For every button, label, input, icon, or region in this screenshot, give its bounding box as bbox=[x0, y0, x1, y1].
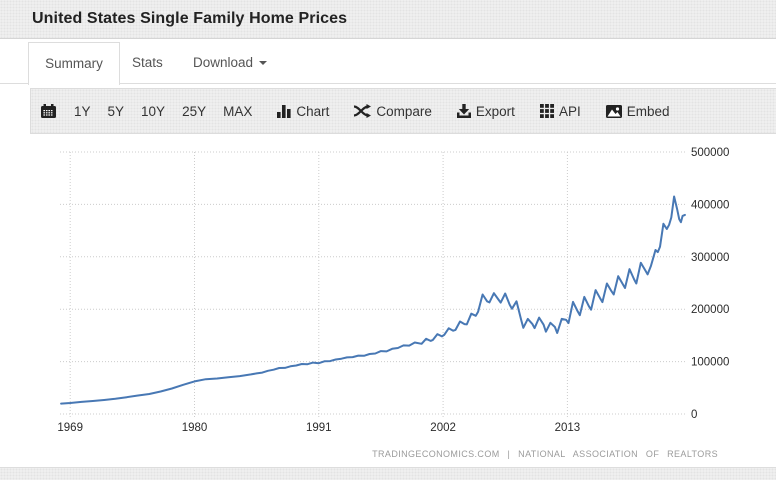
tab-summary[interactable]: Summary bbox=[28, 42, 120, 85]
y-axis-tick-label: 400000 bbox=[691, 199, 729, 211]
tab-stats[interactable]: Stats bbox=[132, 55, 163, 70]
price-line bbox=[60, 195, 686, 405]
range-5y-button[interactable]: 5Y bbox=[107, 103, 125, 119]
y-axis-tick-label: 200000 bbox=[691, 304, 729, 316]
api-label: API bbox=[558, 103, 581, 119]
compare-label: Compare bbox=[376, 103, 432, 119]
x-axis-tick-label: 2013 bbox=[555, 422, 581, 434]
y-axis-tick-label: 0 bbox=[691, 409, 697, 421]
range-25y-button[interactable]: 25Y bbox=[182, 103, 207, 119]
export-button[interactable]: Export bbox=[456, 103, 515, 119]
shuffle-icon bbox=[354, 104, 372, 118]
chart-type-button[interactable]: Chart bbox=[277, 104, 329, 119]
tab-download[interactable]: Download bbox=[193, 42, 268, 84]
x-axis-tick-label: 2002 bbox=[430, 422, 456, 434]
range-max-button[interactable]: MAX bbox=[223, 103, 253, 119]
range-1y-button[interactable]: 1Y bbox=[74, 103, 91, 119]
calendar-icon bbox=[41, 103, 56, 118]
export-label: Export bbox=[475, 103, 515, 119]
compare-button[interactable]: Compare bbox=[354, 104, 432, 119]
x-axis-tick-label: 1980 bbox=[182, 422, 208, 434]
embed-button[interactable]: Embed bbox=[605, 103, 670, 119]
page-footer-strip bbox=[0, 467, 776, 480]
y-axis-tick-label: 300000 bbox=[691, 252, 729, 264]
x-axis-tick-label: 1969 bbox=[57, 422, 83, 434]
grid-icon bbox=[539, 104, 554, 118]
x-axis-tick-label: 1991 bbox=[306, 422, 332, 434]
bar-chart-icon bbox=[277, 105, 291, 118]
range-10y-button[interactable]: 10Y bbox=[141, 103, 166, 119]
chevron-down-icon bbox=[259, 61, 268, 66]
chart-attribution: TRADINGECONOMICS.COM | NATIONAL ASSOCIAT… bbox=[372, 449, 718, 459]
chart-toolbar: 1Y 5Y 10Y 25Y MAX Chart Compare Export bbox=[30, 88, 776, 134]
tab-bar: Summary Stats Download bbox=[0, 39, 776, 85]
embed-label: Embed bbox=[626, 103, 670, 119]
tab-download-label: Download bbox=[193, 55, 254, 70]
chart-type-label: Chart bbox=[296, 103, 330, 119]
page-header: United States Single Family Home Prices bbox=[0, 0, 776, 39]
image-icon bbox=[605, 104, 622, 118]
api-button[interactable]: API bbox=[539, 103, 581, 119]
download-icon bbox=[456, 104, 471, 118]
calendar-button[interactable] bbox=[40, 103, 57, 119]
y-axis-tick-label: 100000 bbox=[691, 357, 729, 369]
page-title: United States Single Family Home Prices bbox=[32, 10, 348, 27]
y-axis-tick-label: 500000 bbox=[691, 147, 729, 159]
